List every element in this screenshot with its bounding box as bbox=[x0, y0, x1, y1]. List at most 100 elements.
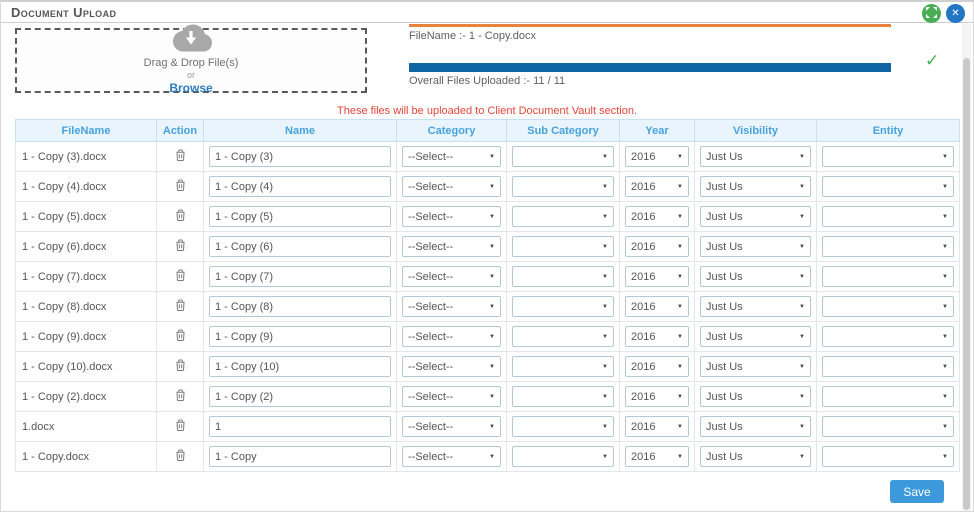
chevron-down-icon: ▼ bbox=[602, 183, 608, 190]
name-input[interactable] bbox=[209, 206, 391, 227]
delete-trash-icon[interactable] bbox=[174, 298, 187, 312]
entity-select[interactable]: ▼ bbox=[822, 146, 954, 167]
drag-drop-zone[interactable]: Drag & Drop File(s) or Browse bbox=[15, 24, 367, 95]
entity-select[interactable]: ▼ bbox=[822, 296, 954, 317]
sub-category-select[interactable]: ▼ bbox=[512, 206, 614, 227]
sub-category-select[interactable]: ▼ bbox=[512, 176, 614, 197]
category-select[interactable]: --Select-- ▼ bbox=[402, 326, 501, 347]
year-cell: 2016 ▼ bbox=[619, 141, 695, 172]
visibility-select[interactable]: Just Us ▼ bbox=[700, 356, 811, 377]
name-input[interactable] bbox=[209, 416, 391, 437]
delete-trash-icon[interactable] bbox=[174, 268, 187, 282]
entity-select[interactable]: ▼ bbox=[822, 386, 954, 407]
entity-select[interactable]: ▼ bbox=[822, 326, 954, 347]
name-input[interactable] bbox=[209, 236, 391, 257]
category-select[interactable]: --Select-- ▼ bbox=[402, 416, 501, 437]
year-cell: 2016 ▼ bbox=[619, 321, 695, 352]
year-select[interactable]: 2016 ▼ bbox=[625, 266, 689, 287]
year-select[interactable]: 2016 ▼ bbox=[625, 356, 689, 377]
chevron-down-icon: ▼ bbox=[677, 423, 683, 430]
chevron-down-icon: ▼ bbox=[602, 363, 608, 370]
visibility-select[interactable]: Just Us ▼ bbox=[700, 446, 811, 467]
entity-select[interactable]: ▼ bbox=[822, 416, 954, 437]
year-select[interactable]: 2016 ▼ bbox=[625, 386, 689, 407]
sub-category-select[interactable]: ▼ bbox=[512, 416, 614, 437]
save-button[interactable]: Save bbox=[890, 480, 944, 503]
action-cell bbox=[156, 441, 204, 472]
visibility-select[interactable]: Just Us ▼ bbox=[700, 296, 811, 317]
entity-select[interactable]: ▼ bbox=[822, 176, 954, 197]
visibility-select[interactable]: Just Us ▼ bbox=[700, 386, 811, 407]
category-select[interactable]: --Select-- ▼ bbox=[402, 146, 501, 167]
sub-category-select[interactable]: ▼ bbox=[512, 236, 614, 257]
entity-select[interactable]: ▼ bbox=[822, 206, 954, 227]
file-name: 1 - Copy.docx bbox=[22, 450, 90, 463]
browse-link[interactable]: Browse bbox=[169, 81, 213, 95]
delete-trash-icon[interactable] bbox=[174, 358, 187, 372]
delete-trash-icon[interactable] bbox=[174, 238, 187, 252]
maximize-button[interactable] bbox=[922, 4, 941, 23]
delete-trash-icon[interactable] bbox=[174, 208, 187, 222]
name-input[interactable] bbox=[209, 296, 391, 317]
sub-category-select[interactable]: ▼ bbox=[512, 386, 614, 407]
entity-select[interactable]: ▼ bbox=[822, 236, 954, 257]
entity-select[interactable]: ▼ bbox=[822, 266, 954, 287]
category-select[interactable]: --Select-- ▼ bbox=[402, 356, 501, 377]
delete-trash-icon[interactable] bbox=[174, 388, 187, 402]
drag-drop-label: Drag & Drop File(s) bbox=[143, 57, 239, 69]
visibility-cell: Just Us ▼ bbox=[694, 291, 817, 322]
category-select[interactable]: --Select-- ▼ bbox=[402, 266, 501, 287]
name-input[interactable] bbox=[209, 266, 391, 287]
name-input[interactable] bbox=[209, 446, 391, 467]
entity-select[interactable]: ▼ bbox=[822, 356, 954, 377]
col-filename: FileName bbox=[15, 119, 157, 142]
year-select[interactable]: 2016 ▼ bbox=[625, 236, 689, 257]
category-select[interactable]: --Select-- ▼ bbox=[402, 236, 501, 257]
visibility-select[interactable]: Just Us ▼ bbox=[700, 206, 811, 227]
name-input[interactable] bbox=[209, 356, 391, 377]
entity-select[interactable]: ▼ bbox=[822, 446, 954, 467]
year-select[interactable]: 2016 ▼ bbox=[625, 416, 689, 437]
sub-category-select[interactable]: ▼ bbox=[512, 146, 614, 167]
chevron-down-icon: ▼ bbox=[677, 393, 683, 400]
delete-trash-icon[interactable] bbox=[174, 148, 187, 162]
year-select[interactable]: 2016 ▼ bbox=[625, 206, 689, 227]
delete-trash-icon[interactable] bbox=[174, 328, 187, 342]
category-select[interactable]: --Select-- ▼ bbox=[402, 386, 501, 407]
name-cell bbox=[203, 141, 397, 172]
visibility-cell: Just Us ▼ bbox=[694, 411, 817, 442]
year-select[interactable]: 2016 ▼ bbox=[625, 446, 689, 467]
sub-category-select[interactable]: ▼ bbox=[512, 356, 614, 377]
name-input[interactable] bbox=[209, 326, 391, 347]
year-select[interactable]: 2016 ▼ bbox=[625, 296, 689, 317]
close-button[interactable]: ✕ bbox=[946, 4, 965, 23]
name-cell bbox=[203, 201, 397, 232]
category-select[interactable]: --Select-- ▼ bbox=[402, 176, 501, 197]
year-select[interactable]: 2016 ▼ bbox=[625, 326, 689, 347]
name-input[interactable] bbox=[209, 386, 391, 407]
year-select[interactable]: 2016 ▼ bbox=[625, 146, 689, 167]
year-select[interactable]: 2016 ▼ bbox=[625, 176, 689, 197]
visibility-select[interactable]: Just Us ▼ bbox=[700, 416, 811, 437]
visibility-select[interactable]: Just Us ▼ bbox=[700, 236, 811, 257]
sub-category-select[interactable]: ▼ bbox=[512, 446, 614, 467]
visibility-select[interactable]: Just Us ▼ bbox=[700, 326, 811, 347]
vault-warning-text: These files will be uploaded to Client D… bbox=[336, 105, 637, 117]
sub-category-select[interactable]: ▼ bbox=[512, 326, 614, 347]
category-select[interactable]: --Select-- ▼ bbox=[402, 296, 501, 317]
files-table: FileName Action Name Category Sub Catego… bbox=[15, 119, 960, 472]
sub-category-select[interactable]: ▼ bbox=[512, 266, 614, 287]
category-select[interactable]: --Select-- ▼ bbox=[402, 446, 501, 467]
name-input[interactable] bbox=[209, 146, 391, 167]
file-name-cell: 1 - Copy (5).docx bbox=[15, 201, 157, 232]
name-input[interactable] bbox=[209, 176, 391, 197]
delete-trash-icon[interactable] bbox=[174, 178, 187, 192]
sub-category-select[interactable]: ▼ bbox=[512, 296, 614, 317]
visibility-select[interactable]: Just Us ▼ bbox=[700, 146, 811, 167]
delete-trash-icon[interactable] bbox=[174, 418, 187, 432]
scrollbar-thumb[interactable] bbox=[963, 58, 970, 510]
delete-trash-icon[interactable] bbox=[174, 448, 187, 462]
visibility-select[interactable]: Just Us ▼ bbox=[700, 176, 811, 197]
visibility-select[interactable]: Just Us ▼ bbox=[700, 266, 811, 287]
category-select[interactable]: --Select-- ▼ bbox=[402, 206, 501, 227]
